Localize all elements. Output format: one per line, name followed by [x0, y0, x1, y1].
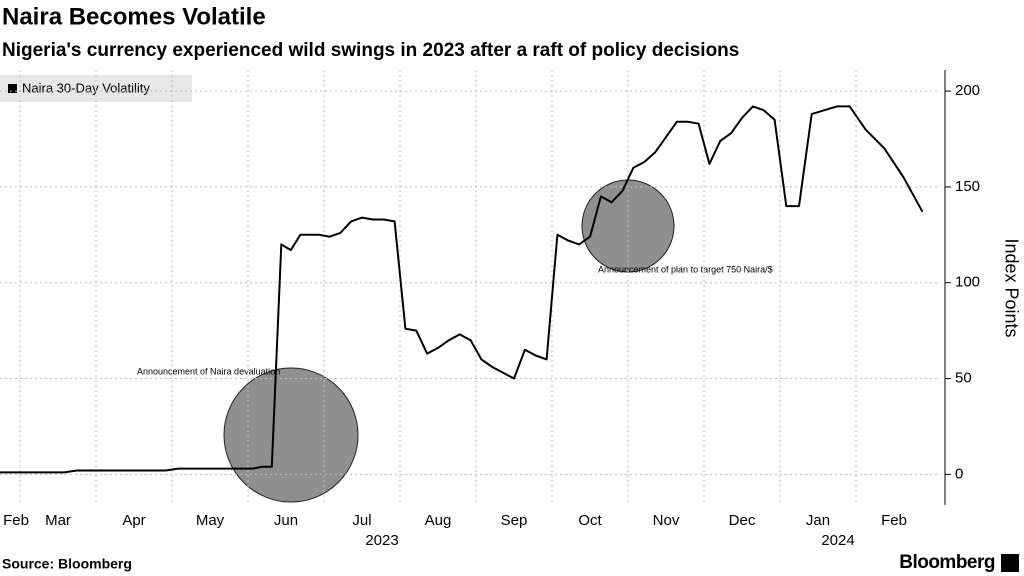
legend: Naira 30-Day Volatility [0, 75, 192, 102]
x-tick-label: May [196, 512, 225, 529]
y-tick-label: 0 [955, 465, 963, 482]
legend-box [0, 75, 192, 102]
y-axis-label: Index Points [1001, 238, 1021, 337]
y-tick-label: 100 [955, 274, 980, 291]
x-year-label: 2023 [365, 532, 398, 549]
y-tick-label: 200 [955, 82, 980, 99]
y-tick-label: 150 [955, 178, 980, 195]
annotation: Announcement of plan to target 750 Naira… [598, 264, 773, 274]
y-tick-label: 50 [955, 369, 972, 386]
x-tick-label: Jan [806, 512, 830, 529]
brand-logo [1001, 554, 1019, 572]
x-tick-label: Feb [881, 512, 907, 529]
chart-subtitle: Nigeria's currency experienced wild swin… [2, 40, 739, 61]
legend-label: Naira 30-Day Volatility [22, 80, 150, 95]
annotation: Announcement of Naira devaluation [137, 366, 280, 376]
x-tick-label: Oct [578, 512, 602, 529]
source: Source: Bloomberg [2, 556, 132, 572]
x-tick-label: Jun [274, 512, 298, 529]
brand: Bloomberg [899, 552, 995, 573]
x-year-label: 2024 [821, 532, 854, 549]
x-tick-label: Mar [45, 512, 71, 529]
x-tick-label: Apr [122, 512, 145, 529]
x-tick-label: Sep [501, 512, 528, 529]
x-tick-label: Dec [729, 512, 756, 529]
chart-title: Naira Becomes Volatile [2, 3, 266, 30]
x-tick-label: Aug [425, 512, 452, 529]
legend-swatch [8, 84, 17, 93]
x-tick-label: Nov [653, 512, 680, 529]
line [0, 105, 924, 474]
annotation-circle [223, 367, 359, 503]
x-tick-label: Feb [3, 512, 29, 529]
x-tick-label: Jul [352, 512, 371, 529]
